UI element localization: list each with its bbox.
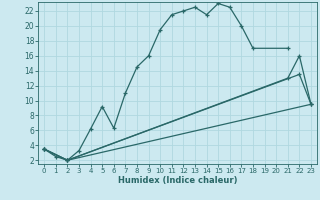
X-axis label: Humidex (Indice chaleur): Humidex (Indice chaleur) xyxy=(118,176,237,185)
